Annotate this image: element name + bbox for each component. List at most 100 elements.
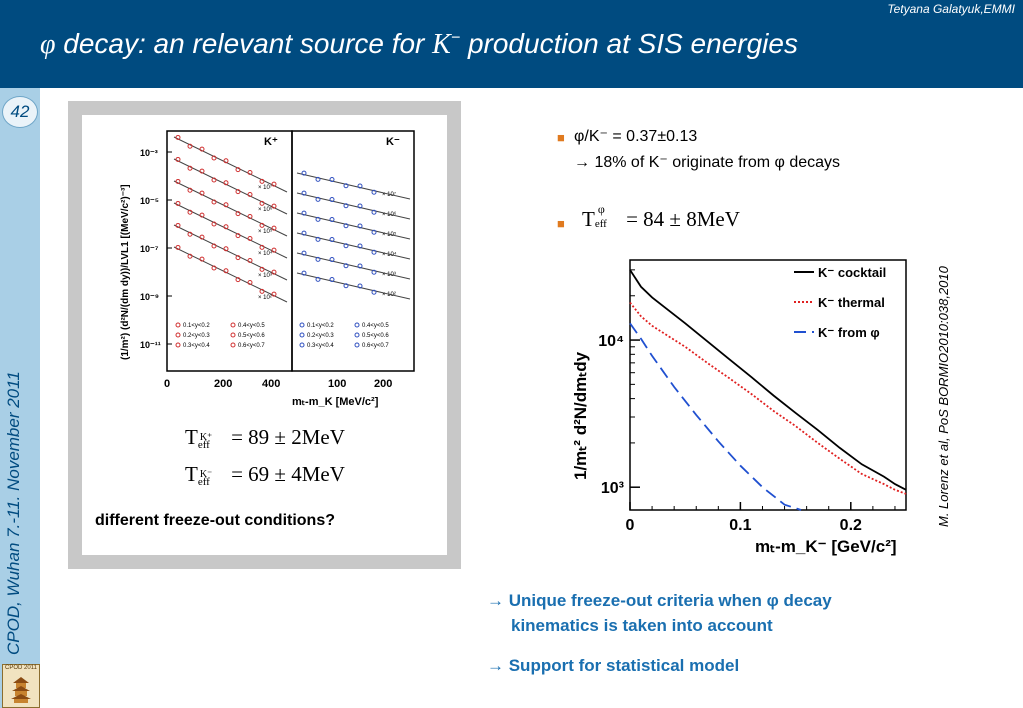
bullet-marker-1: ■ (557, 130, 565, 145)
kplus-fit-line (173, 158, 288, 215)
kminus-data-point (329, 177, 335, 183)
kplus-legend-marker (230, 342, 236, 348)
kplus-data-point (259, 244, 265, 250)
kplus-legend-marker (230, 332, 236, 338)
kplus-legend-marker (175, 342, 181, 348)
fraction-line: → 18% of K⁻ originate from φ decays (574, 154, 841, 171)
kplus-fit-line (173, 246, 288, 303)
kplus-legend-entry: 0.5<y<0.6 (238, 333, 265, 339)
kplus-fit-line (173, 202, 288, 259)
kplus-label: K⁺ (264, 136, 278, 148)
kplus-data-point (259, 266, 265, 272)
kminus-data-point (343, 203, 349, 209)
kplus-scale-factor: × 10⁵ (258, 228, 273, 235)
kminus-fit-line (296, 232, 411, 260)
teff-phi-value: = 84 ± 8MeV (626, 207, 740, 231)
kplus-data-point (259, 222, 265, 228)
kplus-data-point (211, 177, 217, 183)
mt-spectrum-chart: 1/mₜ² d²N/dmₜdy mₜ-m_K⁻ [GeV/c²] 0 0.1 0.2… (571, 259, 907, 556)
kplus-data-point (223, 224, 229, 230)
teff-kminus-sup: K⁻ (199, 469, 213, 480)
kplus-data-point (175, 178, 181, 184)
kminus-legend-marker (299, 322, 305, 328)
kminus-data-point (301, 230, 307, 236)
spectra-y-tick: 10⁻⁵ (140, 196, 159, 206)
kplus-data-point (199, 168, 205, 174)
kplus-scale-factor: × 10² (258, 295, 272, 301)
kminus-legend-entry: 0.6<y<0.7 (362, 343, 389, 349)
kminus-data-point (315, 236, 321, 242)
title-phi: φ (40, 29, 56, 60)
kplus-data-point (223, 246, 229, 252)
kminus-data-point (343, 183, 349, 189)
spectra-figure-frame: K⁺ K⁻ (1/m²) (d²N/(dm dy))/LVL1 [(MeV/c²… (68, 101, 461, 569)
kminus-legend-marker (354, 332, 360, 338)
kplus-data-point (223, 202, 229, 208)
kplus-data-point (199, 212, 205, 218)
kplus-data-point (235, 277, 241, 283)
kminus-legend-entry: 0.2<y<0.3 (307, 333, 334, 339)
kminus-fit-line (296, 252, 411, 280)
spectra-x-tick: 200 (214, 378, 232, 390)
conclusion-2: → Support for statistical model (487, 656, 740, 675)
spectra-x-tick: 100 (328, 378, 346, 390)
kplus-fit-line (173, 224, 288, 281)
spectra-x-tick: 400 (262, 378, 280, 390)
kminus-data-point (315, 176, 321, 182)
kminus-legend-entry: 0.1<y<0.2 (307, 323, 334, 329)
slide-header: Tetyana Galatyuk,EMMI φ decay: an releva… (0, 0, 1023, 88)
author-label: Tetyana Galatyuk,EMMI (887, 2, 1015, 16)
spectra-y-tick: 10⁻⁷ (140, 244, 159, 254)
kplus-data-point (199, 190, 205, 196)
kminus-data-point (357, 283, 363, 289)
kplus-data-point (199, 146, 205, 152)
kplus-data-point (187, 231, 193, 237)
conference-logo: CPOD 2011 (2, 664, 40, 708)
title-minus: − (450, 29, 461, 47)
kminus-legend-entry: 0.3<y<0.4 (307, 343, 334, 349)
pagoda-icon (11, 677, 31, 703)
kplus-data-point (211, 155, 217, 161)
spectra-y-tick: 10⁻⁹ (140, 292, 159, 302)
kminus-data-point (301, 270, 307, 276)
kminus-data-point (329, 197, 335, 203)
kminus-fit-line (296, 172, 411, 200)
title-end: production at SIS energies (460, 28, 798, 59)
kminus-data-point (371, 249, 377, 255)
kplus-data-point (223, 180, 229, 186)
kplus-data-point (271, 181, 277, 187)
kplus-data-point (259, 178, 265, 184)
spectra-figure: K⁺ K⁻ (1/m²) (d²N/(dm dy))/LVL1 [(MeV/c²… (82, 115, 447, 555)
kplus-data-point (175, 200, 181, 206)
slide-title: φ decay: an relevant source for K− produ… (40, 28, 798, 61)
kminus-data-point (301, 170, 307, 176)
kplus-data-point (247, 279, 253, 285)
kminus-data-point (329, 277, 335, 283)
spectra-y-label: (1/m²) (d²N/(dm dy))/LVL1 [(MeV/c²)⁻³] (120, 184, 131, 360)
kminus-fit-line (296, 212, 411, 240)
kplus-fit-line (173, 180, 288, 237)
kplus-data-point (247, 191, 253, 197)
kplus-data-point (187, 165, 193, 171)
legend-entry: K⁻ thermal (818, 295, 885, 310)
chart-y-label: 1/mₜ² d²N/dmₜdy (571, 351, 590, 480)
reference-label: M. Lorenz et al, PoS BORMIO2010:038,2010 (936, 266, 951, 527)
kplus-fit-line (173, 136, 288, 193)
kplus-data-point (187, 209, 193, 215)
chart-x-tick: 0 (626, 517, 635, 534)
kplus-data-point (235, 211, 241, 217)
kminus-data-point (371, 209, 377, 215)
kminus-fit-line (296, 192, 411, 220)
kplus-scale-factor: × 10⁷ (258, 184, 272, 191)
spectra-x-label: mₜ-m_K [MeV/c²] (292, 396, 379, 408)
kminus-data-point (315, 196, 321, 202)
kplus-data-point (247, 213, 253, 219)
kminus-data-point (301, 250, 307, 256)
kplus-data-point (223, 158, 229, 164)
legend-entry: K⁻ cocktail (818, 265, 886, 280)
kminus-data-point (329, 257, 335, 263)
kplus-data-point (235, 189, 241, 195)
kminus-data-point (357, 223, 363, 229)
spectra-plot: K⁺ K⁻ (1/m²) (d²N/(dm dy))/LVL1 [(MeV/c²… (120, 130, 415, 408)
